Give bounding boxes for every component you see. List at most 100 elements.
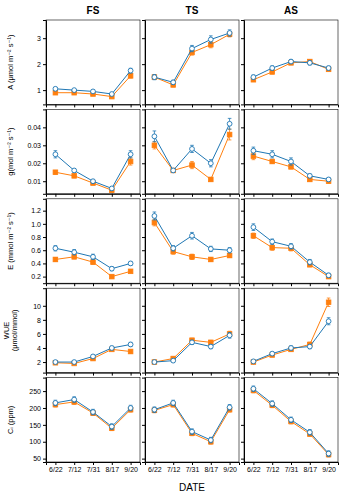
x-tick-mark [131, 104, 132, 107]
y-axis: 246810 [33, 289, 46, 373]
y-tick-label: 0.02 [27, 160, 41, 167]
y-tick-mark [142, 163, 145, 164]
error-bar [308, 259, 312, 264]
error-bar [270, 401, 274, 406]
error-bar [171, 359, 175, 362]
error-bar [190, 161, 194, 168]
x-tick [93, 283, 94, 286]
x-tick-mark [192, 283, 193, 286]
x-tick: 7/12 [68, 462, 82, 473]
x-tick [131, 373, 132, 376]
y-tick: 200 [29, 405, 46, 412]
y-tick [241, 391, 244, 392]
marks [251, 147, 331, 183]
y-tick-label: 6 [37, 331, 41, 338]
x-tick [253, 194, 254, 197]
axis-line [47, 284, 141, 287]
x-tick [55, 283, 56, 286]
y-tick [241, 348, 244, 349]
y-tick [241, 64, 244, 65]
x-tick-mark [74, 462, 75, 465]
y-tick-mark [43, 127, 46, 128]
x-axis [245, 194, 339, 197]
series [53, 397, 133, 429]
y-tick-mark [142, 64, 145, 65]
marker-circle [72, 360, 77, 365]
x-tick [74, 104, 75, 107]
x-tick-label: 9/20 [322, 466, 336, 473]
plot-frame [46, 20, 140, 104]
error-bar [190, 232, 194, 239]
axis-line [245, 284, 339, 287]
series [53, 74, 133, 99]
series [53, 255, 133, 279]
x-tick: 6/22 [49, 462, 63, 473]
x-tick [272, 373, 273, 376]
x-tick [211, 104, 212, 107]
y-tick-mark [43, 348, 46, 349]
x-tick-mark [93, 104, 94, 107]
x-tick-mark [211, 283, 212, 286]
marker-circle [326, 451, 331, 456]
error-bar [129, 158, 133, 165]
x-axis: 6/227/127/318/179/20 [245, 462, 339, 473]
marker-circle [270, 351, 275, 356]
y-axis-label: E (mmol m⁻² s⁻¹) [6, 212, 15, 270]
marker-circle [171, 80, 176, 85]
x-tick-label: 9/20 [223, 466, 237, 473]
y-tick-mark [43, 408, 46, 409]
y-tick [241, 334, 244, 335]
x-tick [230, 283, 231, 286]
marker-circle [109, 92, 114, 97]
error-bar [72, 169, 76, 173]
error-bar [327, 273, 331, 277]
y-tick [142, 391, 145, 392]
marker-circle [289, 417, 294, 422]
y-tick-mark [241, 224, 244, 225]
marker-circle [251, 75, 256, 80]
y-tick: 50 [33, 455, 46, 462]
panel: 6/227/127/318/179/20 [241, 378, 339, 473]
axis-line [245, 105, 339, 108]
y-tick-mark [142, 224, 145, 225]
y-tick-mark [43, 163, 46, 164]
series [251, 147, 331, 182]
y-tick-mark [43, 362, 46, 363]
error-bar [289, 417, 293, 422]
error-bar [153, 408, 157, 413]
error-bar [129, 405, 133, 410]
error-bar [270, 245, 274, 250]
marker-circle [227, 248, 232, 253]
x-tick [192, 194, 193, 197]
axis-line [146, 284, 240, 287]
marker-circle [251, 225, 256, 230]
y-axis [142, 110, 146, 194]
marker-circle [227, 31, 232, 36]
marker-circle [326, 273, 331, 278]
y-tick [142, 306, 145, 307]
panel [241, 288, 339, 375]
series [53, 342, 133, 364]
error-bar [327, 298, 331, 306]
y-tick [241, 211, 244, 212]
x-tick-label: 7/31 [186, 466, 200, 473]
marker-circle [128, 342, 133, 347]
error-bar [308, 344, 312, 348]
marker-square [270, 159, 275, 164]
axis-line [47, 373, 141, 376]
marker-square [152, 360, 157, 365]
x-tick-mark [211, 462, 212, 465]
marker-circle [289, 59, 294, 64]
x-tick-mark [272, 373, 273, 376]
marker-circle [307, 173, 312, 178]
error-bar [110, 267, 114, 271]
series [53, 151, 133, 191]
x-tick-mark [55, 373, 56, 376]
y-tick-mark [142, 145, 145, 146]
panel: 0.010.020.030.04g(mol m⁻² s⁻¹) [6, 109, 141, 196]
x-tick-mark [253, 462, 254, 465]
marker-circle [91, 254, 96, 259]
x-axis: 6/227/127/318/179/20 [146, 462, 240, 473]
y-axis-label: g(mol m⁻² s⁻¹) [6, 127, 15, 176]
series [152, 212, 232, 253]
